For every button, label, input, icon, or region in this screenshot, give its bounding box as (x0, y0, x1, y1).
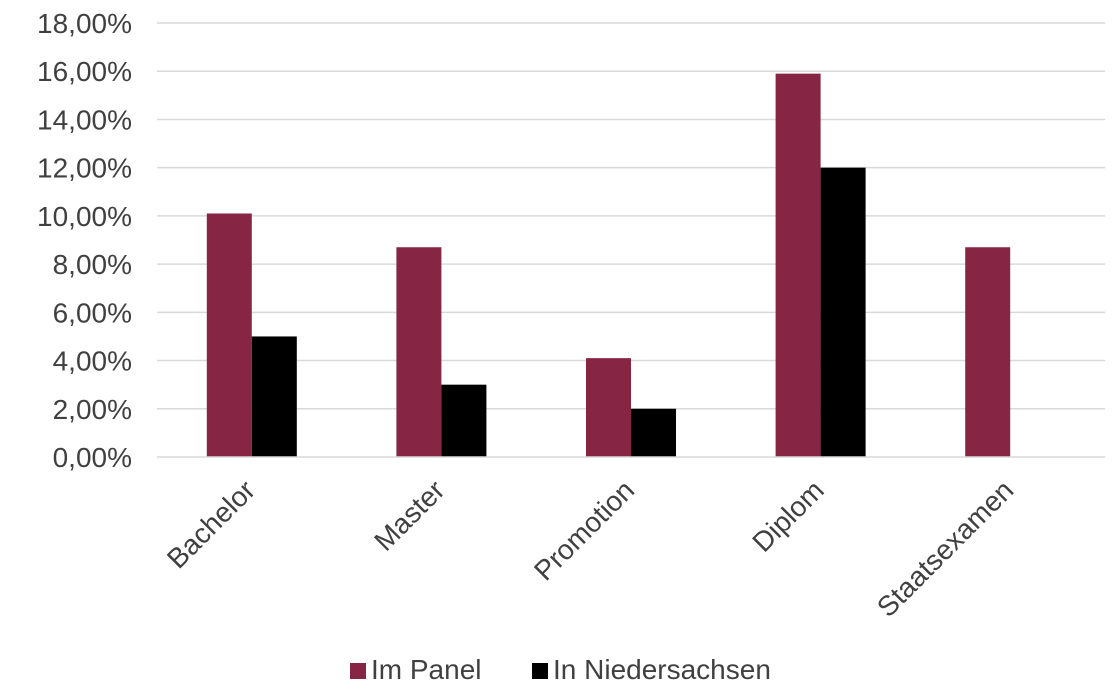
x-category-label: Promotion (528, 474, 640, 586)
bar-im-panel-promotion (586, 358, 631, 457)
legend: Im Panel In Niedersachsen (350, 654, 771, 685)
bar-in-niedersachsen-master (441, 384, 487, 457)
bar-im-panel-master (396, 247, 442, 457)
y-tick-label: 12,00% (37, 153, 132, 184)
y-tick-label: 18,00% (37, 8, 132, 39)
y-tick-label: 16,00% (37, 56, 132, 87)
bar-in-niedersachsen-promotion (631, 408, 676, 457)
bar-in-niedersachsen-bachelor (251, 336, 297, 457)
x-category-label: Diplom (746, 474, 830, 558)
bar-in-niedersachsen-diplom (820, 167, 866, 457)
y-tick-label: 6,00% (53, 297, 132, 328)
gridlines (157, 22, 1105, 410)
y-tick-label: 8,00% (53, 249, 132, 280)
y-tick-label: 0,00% (53, 442, 132, 473)
y-tick-label: 10,00% (37, 201, 132, 232)
legend-label: Im Panel (371, 654, 482, 685)
x-category-label: Staatsexamen (871, 474, 1019, 622)
legend-swatch (350, 663, 366, 679)
x-category-label: Master (368, 474, 450, 556)
x-category-label: Bachelor (161, 474, 261, 574)
y-tick-label: 14,00% (37, 104, 132, 135)
bars (206, 73, 1011, 457)
bar-im-panel-diplom (775, 73, 821, 457)
legend-label: In Niedersachsen (553, 654, 771, 685)
bar-im-panel-bachelor (206, 213, 252, 457)
bar-im-panel-staatsexamen (965, 247, 1011, 457)
y-axis-tick-labels: 0,00% 2,00% 4,00% 6,00% 8,00% 10,00% 12,00% 14,… (37, 8, 132, 473)
y-tick-label: 4,00% (53, 346, 132, 377)
legend-swatch (532, 663, 548, 679)
x-axis-category-labels: Bachelor Master Promotion Diplom Staatsexame… (161, 474, 1019, 622)
y-tick-label: 2,00% (53, 394, 132, 425)
